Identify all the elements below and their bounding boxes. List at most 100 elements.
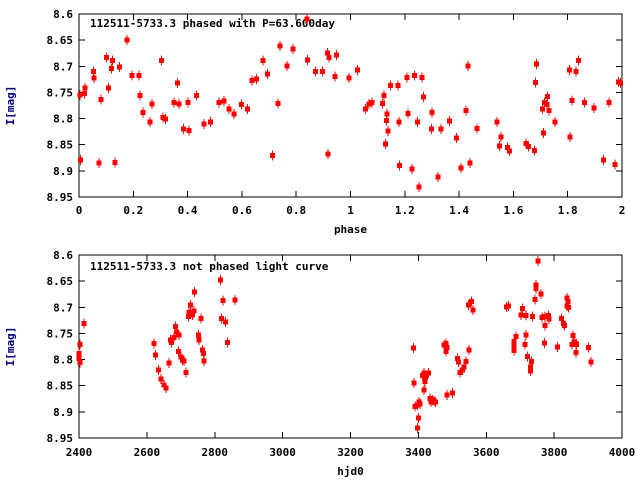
point-marker: [505, 144, 511, 150]
data-point: [544, 99, 550, 110]
data-point: [369, 97, 375, 108]
point-marker: [438, 126, 444, 132]
data-point: [155, 365, 161, 376]
point-marker: [426, 370, 432, 376]
point-marker: [185, 99, 191, 105]
data-point: [284, 60, 290, 71]
point-marker: [136, 73, 142, 79]
data-point: [186, 125, 192, 136]
point-marker: [369, 99, 375, 105]
data-point: [81, 318, 87, 329]
point-marker: [231, 111, 237, 117]
data-point: [396, 160, 402, 171]
data-point: [409, 163, 415, 174]
data-point: [513, 331, 519, 342]
point-marker: [183, 370, 189, 376]
data-point: [140, 107, 146, 118]
point-marker: [558, 315, 564, 321]
x-axis: 0 0.2 0.4 0.6 0.8 1 1.2 1.4 1.6 1.8 2: [76, 14, 625, 217]
y-tick-label: 8.85: [47, 139, 74, 152]
data-point: [384, 108, 390, 119]
data-point: [529, 356, 535, 367]
data-point: [444, 390, 450, 401]
data-point: [201, 348, 207, 359]
data-point: [366, 98, 372, 109]
point-marker: [290, 46, 296, 52]
data-point: [416, 182, 422, 193]
x-tick-label: 2400: [66, 446, 93, 459]
point-marker: [151, 340, 157, 346]
data-point: [191, 305, 197, 316]
data-point: [174, 78, 180, 89]
point-marker: [533, 285, 539, 291]
point-marker: [469, 299, 475, 305]
data-point: [188, 300, 194, 311]
data-point: [617, 78, 623, 89]
point-marker: [524, 353, 530, 359]
data-point: [379, 98, 385, 109]
data-point: [410, 343, 416, 354]
point-marker: [78, 157, 84, 163]
data-point: [334, 49, 340, 60]
data-point: [96, 158, 102, 169]
data-point: [457, 367, 463, 378]
y-tick-label: 8.8: [53, 354, 73, 367]
point-marker: [465, 63, 471, 69]
point-marker: [591, 105, 597, 111]
data-point: [198, 313, 204, 324]
point-marker: [466, 347, 472, 353]
point-marker: [77, 92, 83, 98]
data-point: [238, 99, 244, 110]
point-marker: [332, 74, 338, 80]
x-tick-label: 1: [347, 204, 354, 217]
data-point: [220, 295, 226, 306]
x-tick-label: 0.6: [232, 204, 252, 217]
point-marker: [529, 359, 535, 365]
point-marker: [171, 99, 177, 105]
data-point: [532, 77, 538, 88]
data-point: [469, 296, 475, 307]
point-marker: [566, 67, 572, 73]
data-point: [532, 294, 538, 305]
chart-title: 112511-5733.3 phased with P=63.600day: [90, 17, 335, 30]
data-point: [137, 90, 143, 101]
point-marker: [518, 312, 524, 318]
point-marker: [169, 339, 175, 345]
point-marker: [414, 425, 420, 431]
data-point: [528, 366, 534, 377]
point-marker: [545, 313, 551, 319]
point-marker: [414, 119, 420, 125]
data-point: [465, 300, 471, 311]
point-marker: [174, 80, 180, 86]
data-point: [414, 117, 420, 128]
point-marker: [535, 258, 541, 264]
data-point: [171, 97, 177, 108]
x-tick-label: 1.6: [503, 204, 523, 217]
data-point: [444, 342, 450, 353]
point-marker: [196, 337, 202, 343]
data-point: [522, 339, 528, 350]
point-marker: [238, 101, 244, 107]
data-point: [82, 83, 88, 94]
point-marker: [175, 349, 181, 355]
point-marker: [277, 43, 283, 49]
point-marker: [173, 324, 179, 330]
data-point: [226, 104, 232, 115]
data-point: [98, 94, 104, 105]
point-marker: [461, 364, 467, 370]
point-marker: [522, 341, 528, 347]
data-point: [396, 117, 402, 128]
data-point: [575, 55, 581, 66]
data-point: [419, 72, 425, 83]
point-marker: [416, 184, 422, 190]
data-point: [166, 358, 172, 369]
point-marker: [383, 141, 389, 147]
point-marker: [423, 374, 429, 380]
data-point: [474, 123, 480, 134]
point-marker: [158, 58, 164, 64]
x-tick-label: 3600: [473, 446, 500, 459]
point-marker: [140, 109, 146, 115]
data-point: [216, 97, 222, 108]
data-point: [269, 150, 275, 161]
data-point: [525, 141, 531, 152]
